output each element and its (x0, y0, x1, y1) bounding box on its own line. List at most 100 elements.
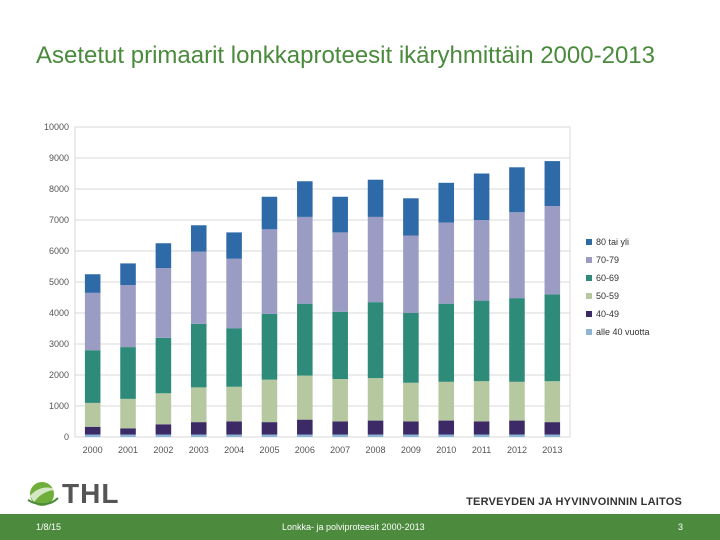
bar-segment (84, 434, 101, 437)
bar-segment (297, 375, 313, 420)
bar-segment (473, 173, 490, 220)
y-tick-label: 1000 (49, 401, 69, 411)
bar-segment (438, 303, 455, 382)
bar-segment (297, 434, 313, 437)
bar-segment (509, 420, 525, 435)
bar-segment (438, 222, 455, 304)
y-tick-label: 3000 (49, 339, 69, 349)
x-tick-label: 2013 (542, 445, 562, 455)
bar-segment (544, 381, 561, 423)
bar-segment (367, 378, 384, 421)
x-tick-label: 2003 (189, 445, 209, 455)
bar-segment (473, 434, 490, 437)
x-tick-label: 2002 (153, 445, 173, 455)
bar-segment (473, 381, 490, 422)
bar-segment (509, 167, 525, 213)
footer-bar: 1/8/15 Lonkka- ja polviproteesit 2000-20… (0, 514, 720, 540)
bar-segment (473, 421, 490, 435)
bar-segment (190, 323, 207, 388)
footer-caption: Lonkka- ja polviproteesit 2000-2013 (282, 522, 425, 532)
bar-segment (332, 434, 348, 437)
y-tick-label: 9000 (49, 153, 69, 163)
x-tick-label: 2007 (330, 445, 350, 455)
bar-segment (155, 424, 172, 435)
bar-segment (190, 422, 207, 435)
bar-segment (438, 434, 455, 437)
bar-segment (190, 225, 207, 252)
bar-segment (438, 420, 455, 435)
legend-label: 40-49 (596, 309, 619, 319)
bar-segment (509, 298, 525, 382)
bar-segment (155, 268, 172, 338)
slide-title: Asetetut primaarit lonkkaproteesit ikäry… (36, 42, 655, 69)
y-tick-label: 7000 (49, 215, 69, 225)
bar-segment (120, 285, 136, 348)
legend-swatch (586, 311, 592, 317)
bar-segment (332, 421, 348, 435)
bar-segment (367, 434, 384, 437)
bar-segment (190, 251, 207, 324)
bar-segment (226, 386, 242, 422)
bar-segment (438, 381, 455, 421)
bar-segment (403, 313, 419, 383)
bar-segment (261, 422, 278, 435)
bar-segment (84, 402, 101, 427)
bar-segment (261, 313, 278, 380)
bar-segment (261, 379, 278, 423)
legend-swatch (586, 329, 592, 335)
legend-label: alle 40 vuotta (596, 327, 650, 337)
bar-segment (155, 243, 172, 269)
bar-segment (84, 292, 101, 351)
bar-segment (261, 229, 278, 314)
x-tick-label: 2006 (295, 445, 315, 455)
x-tick-label: 2010 (436, 445, 456, 455)
bar-segment (155, 393, 172, 425)
y-tick-label: 10000 (44, 122, 69, 132)
legend-label: 70-79 (596, 255, 619, 265)
bar-segment (84, 274, 101, 293)
bar-segment (297, 181, 313, 217)
legend-swatch (586, 293, 592, 299)
bar-segment (367, 216, 384, 303)
bar-segment (544, 434, 561, 437)
legend-swatch (586, 275, 592, 281)
legend-label: 60-69 (596, 273, 619, 283)
y-tick-label: 5000 (49, 277, 69, 287)
bar-segment (84, 426, 101, 435)
bar-segment (403, 421, 419, 435)
stacked-bar-chart: 0 1000 2000 3000 4000 5000 6000 7000 8000 9000 100… (44, 122, 650, 455)
bar-segment (473, 300, 490, 382)
bar-segment (473, 220, 490, 301)
bar-segment (120, 398, 136, 429)
bar-segment (332, 232, 348, 312)
bar-segment (544, 294, 561, 382)
bar-segment (509, 381, 525, 421)
footer-date: 1/8/15 (36, 522, 62, 532)
bar-segment (367, 420, 384, 435)
y-tick-label: 4000 (49, 308, 69, 318)
bar-segment (297, 303, 313, 376)
legend-label: 50-59 (596, 291, 619, 301)
logo-text: THL (62, 478, 120, 509)
legend-label: 80 tai yli (596, 237, 629, 247)
x-tick-label: 2012 (507, 445, 527, 455)
x-tick-label: 2004 (224, 445, 244, 455)
bar-segment (544, 206, 561, 295)
y-tick-label: 8000 (49, 184, 69, 194)
bar-segment (544, 422, 561, 435)
bar-segment (155, 337, 172, 394)
bar-segment (226, 328, 242, 387)
bar-segment (509, 434, 525, 437)
x-tick-label: 2008 (366, 445, 386, 455)
x-tick-label: 2009 (401, 445, 421, 455)
bar-segment (120, 428, 136, 435)
bar-segment (226, 421, 242, 435)
bar-segment (332, 196, 348, 233)
bar-segment (367, 179, 384, 217)
bar-segment (226, 434, 242, 437)
bar-segment (120, 347, 136, 399)
y-tick-label: 0 (64, 432, 69, 442)
page-number: 3 (678, 522, 684, 532)
bar-segment (120, 434, 136, 437)
x-tick-label: 2011 (472, 445, 491, 455)
